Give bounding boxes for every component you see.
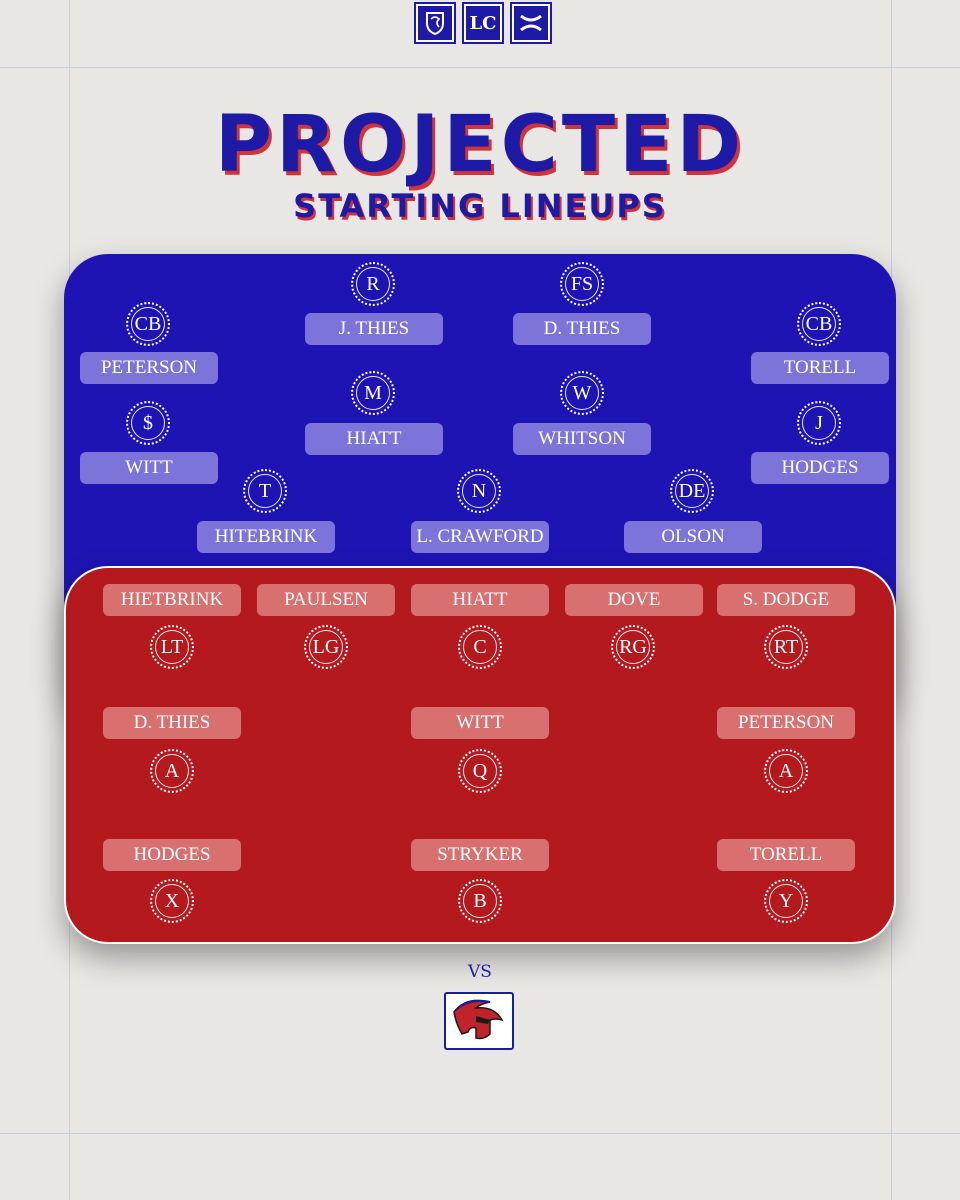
under-armour-logo	[510, 2, 552, 44]
player-name: STRYKER	[411, 839, 549, 871]
guide-line	[0, 67, 960, 68]
position-circle: DE	[670, 469, 714, 513]
position-circle: W	[560, 371, 604, 415]
player-name: HIATT	[305, 423, 443, 455]
position-circle: FS	[560, 262, 604, 306]
player-name: HITEBRINK	[197, 521, 335, 553]
player-name: S. DODGE	[717, 584, 855, 616]
position-circle: M	[351, 371, 395, 415]
player-name: OLSON	[624, 521, 762, 553]
page-title: PROJECTED	[214, 100, 746, 190]
lc-logo-text: LC	[469, 12, 497, 34]
player-name: PETERSON	[717, 707, 855, 739]
player-name: J. THIES	[305, 313, 443, 345]
player-name: HIETBRINK	[103, 584, 241, 616]
position-circle: C	[458, 625, 502, 669]
player-name: HODGES	[751, 452, 889, 484]
position-circle: Y	[764, 879, 808, 923]
vs-label: VS	[468, 962, 492, 982]
position-circle: X	[150, 879, 194, 923]
player-name: WHITSON	[513, 423, 651, 455]
position-circle: LT	[150, 625, 194, 669]
player-name: PETERSON	[80, 352, 218, 384]
player-name: D. THIES	[513, 313, 651, 345]
position-circle: CB	[797, 302, 841, 346]
position-circle: J	[797, 401, 841, 445]
position-circle: T	[243, 469, 287, 513]
position-circle: B	[458, 879, 502, 923]
player-name: L. CRAWFORD	[411, 521, 549, 553]
position-circle: LG	[304, 625, 348, 669]
sponsor-logos: LC	[414, 2, 552, 44]
position-circle: A	[150, 749, 194, 793]
crest-logo	[414, 2, 456, 44]
opponent-logo	[444, 992, 514, 1050]
player-name: WITT	[80, 452, 218, 484]
spartan-helmet-icon	[453, 999, 504, 1040]
position-circle: RT	[764, 625, 808, 669]
position-circle: $	[126, 401, 170, 445]
player-name: DOVE	[565, 584, 703, 616]
player-name: HODGES	[103, 839, 241, 871]
player-name: TORELL	[717, 839, 855, 871]
position-circle: A	[764, 749, 808, 793]
player-name: TORELL	[751, 352, 889, 384]
guide-line	[0, 1133, 960, 1134]
player-name: D. THIES	[103, 707, 241, 739]
player-name: WITT	[411, 707, 549, 739]
position-circle: R	[351, 262, 395, 306]
player-name: PAULSEN	[257, 584, 395, 616]
position-circle: N	[457, 469, 501, 513]
position-circle: Q	[458, 749, 502, 793]
lc-logo: LC	[462, 2, 504, 44]
position-circle: CB	[126, 302, 170, 346]
position-circle: RG	[611, 625, 655, 669]
player-name: HIATT	[411, 584, 549, 616]
page-subtitle: STARTING LINEUPS	[293, 187, 667, 225]
